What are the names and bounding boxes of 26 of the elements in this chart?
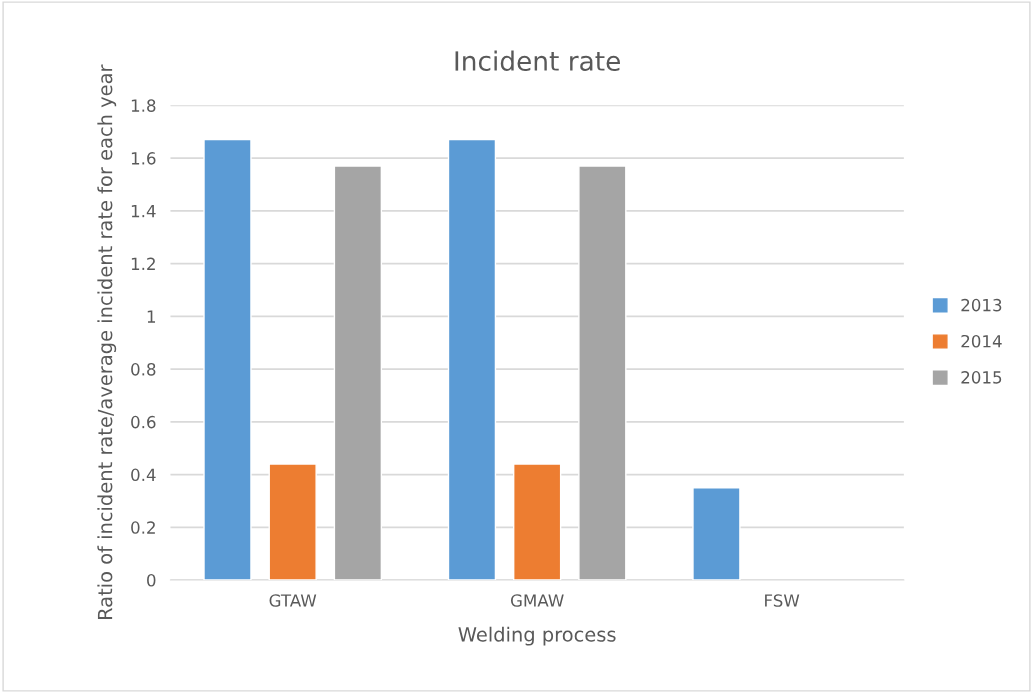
legend-label: 2013 [961,298,1002,312]
bar [578,165,627,581]
y-tick-label: 1.4 [131,205,156,218]
y-tick-label: 1.8 [131,99,156,112]
x-tick-label: GTAW [269,594,317,607]
chart-title: Incident rate [455,50,620,71]
bar [268,463,317,581]
legend-label: 2014 [961,334,1002,348]
x-tick-label: FSW [765,594,800,607]
y-tick-label: 1.6 [131,152,156,165]
y-tick-label: 1 [147,310,156,323]
bar [692,487,741,581]
x-axis-title: Welding process [458,626,616,646]
y-axis-title: Ratio of incident rate/average incident rate for each year [97,64,117,619]
y-tick-label: 0.2 [131,521,155,534]
y-tick-label: 0.8 [131,363,156,376]
y-tick-label: 0.4 [131,468,156,482]
bar [512,463,562,581]
bar [203,138,252,581]
bar [333,165,383,581]
bar [447,138,497,581]
y-tick-label: 0 [147,574,156,587]
legend-label: 2015 [961,371,1002,384]
y-tick-label: 1.2 [131,257,155,270]
y-tick-label: 0.6 [131,415,156,429]
x-tick-label: GMAW [510,594,564,607]
